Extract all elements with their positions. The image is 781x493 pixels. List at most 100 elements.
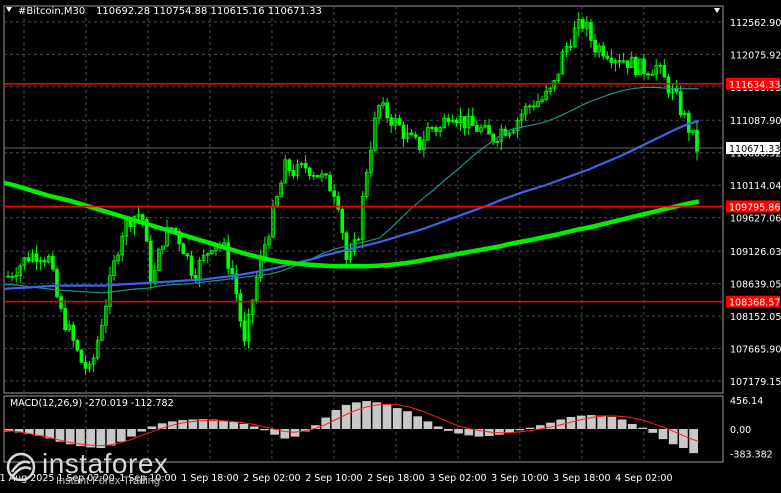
macd-histogram-bar	[362, 401, 371, 429]
candle-body	[120, 235, 125, 256]
candle-body	[332, 190, 336, 197]
candle-body	[336, 196, 341, 210]
macd-histogram-bar	[515, 429, 525, 431]
macd-histogram-bar	[617, 419, 627, 429]
macd-histogram-bar	[679, 429, 688, 449]
candle-body	[148, 240, 153, 284]
macd-histogram-bar	[372, 402, 382, 429]
candle-body	[650, 73, 654, 76]
chart-shift-marker-icon	[714, 8, 720, 13]
candle-body	[519, 113, 524, 121]
macd-histogram-bar	[35, 429, 44, 436]
price-level-tag	[726, 77, 780, 90]
macd-histogram-bar	[311, 425, 320, 429]
price-level-tag	[726, 200, 780, 213]
candle-body	[597, 45, 601, 53]
macd-tick-label: 0.00	[730, 425, 751, 436]
price-tick-label: 108152.05	[730, 312, 781, 323]
macd-histogram-bar	[55, 429, 65, 442]
macd-histogram-bar	[535, 425, 545, 429]
candle-body	[307, 167, 312, 176]
macd-indicator-label: MACD(12,26,9) -270.019 -112.782	[10, 398, 174, 409]
macd-histogram-bar	[219, 420, 228, 429]
candle-body	[430, 127, 434, 129]
price-tick-label: 108639.05	[730, 280, 781, 291]
candle-body	[112, 260, 116, 276]
macd-histogram-bar	[495, 429, 504, 435]
candle-body	[625, 60, 630, 68]
candle-body	[422, 139, 426, 151]
candle-body	[593, 39, 597, 53]
candle-body	[75, 339, 80, 351]
macd-histogram-bar	[546, 422, 555, 429]
candle-body	[124, 220, 129, 237]
candle-body	[442, 117, 447, 129]
candle-body	[654, 65, 659, 75]
candle-body	[617, 60, 622, 63]
candle-body	[238, 293, 243, 322]
price-tick-label: 107179.15	[730, 377, 781, 388]
candle-body	[234, 273, 239, 295]
candle-body	[397, 118, 402, 126]
time-tick-label: 1 Sep 18:00	[181, 473, 238, 484]
macd-histogram-bar	[290, 429, 300, 437]
candle-body	[18, 265, 23, 277]
candle-body	[254, 276, 259, 301]
macd-histogram-bar	[607, 416, 617, 429]
time-tick-label: 2 Sep 10:00	[305, 473, 362, 484]
candle-body	[605, 55, 610, 59]
candle-body	[638, 58, 642, 75]
candle-body	[10, 275, 14, 278]
candle-body	[556, 73, 561, 81]
candle-body	[377, 104, 381, 119]
candle-body	[279, 182, 283, 197]
macd-histogram-bar	[423, 421, 433, 429]
candle-body	[642, 58, 646, 75]
macd-histogram-bar	[127, 429, 136, 437]
instaforex-logo-mark-icon	[6, 452, 36, 482]
candle-body	[291, 170, 296, 177]
candle-body	[389, 117, 394, 126]
macd-histogram-bar	[260, 429, 269, 431]
candle-body	[515, 119, 520, 132]
macd-histogram-bar	[208, 419, 218, 429]
candle-body	[328, 174, 332, 192]
chart-header-ohlc: 110692.28 110754.88 110615.16 110671.33	[96, 6, 322, 17]
macd-histogram-bar	[198, 419, 208, 429]
candle-body	[438, 127, 442, 132]
candle-body	[462, 116, 467, 129]
candle-body	[197, 259, 202, 279]
candle-body	[360, 195, 365, 240]
candle-body	[55, 268, 59, 298]
current-price-tag	[726, 142, 780, 155]
candle-body	[6, 275, 10, 278]
candle-body	[303, 163, 308, 169]
candle-body	[181, 243, 186, 255]
logo-brand-text: instaforex	[42, 448, 169, 479]
time-tick-label: 1 Sep 10:00	[119, 473, 176, 484]
candle-body	[316, 174, 320, 178]
macd-histogram-bar	[597, 415, 607, 429]
candle-body	[165, 227, 169, 247]
time-tick-label: 4 Sep 02:00	[615, 473, 672, 484]
candle-body	[185, 253, 190, 257]
macd-histogram-bar	[464, 429, 474, 436]
moving-average-line-0	[3, 86, 699, 294]
macd-histogram-bar	[668, 429, 678, 445]
candle-body	[491, 133, 495, 143]
candle-body	[426, 127, 430, 141]
candle-body	[609, 57, 614, 63]
price-level-tag	[726, 295, 780, 308]
macd-histogram-bar	[229, 422, 239, 429]
candle-body	[116, 254, 120, 262]
candle-body	[527, 105, 532, 108]
candle-body	[576, 19, 581, 29]
candle-body	[601, 45, 606, 57]
candle-body	[564, 46, 569, 53]
price-level-label: 111634.33	[729, 80, 780, 91]
macd-histogram-bar	[392, 408, 402, 429]
candle-body	[14, 275, 19, 278]
candle-body	[287, 159, 292, 171]
candle-body	[487, 125, 491, 135]
